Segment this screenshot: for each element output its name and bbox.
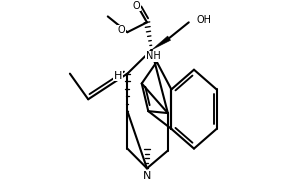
Text: OH: OH xyxy=(196,16,211,26)
Text: O: O xyxy=(118,25,126,35)
Text: H: H xyxy=(114,71,122,81)
Text: NH: NH xyxy=(146,51,160,61)
Text: N: N xyxy=(143,171,151,181)
Text: O: O xyxy=(133,1,140,11)
Polygon shape xyxy=(152,36,171,50)
